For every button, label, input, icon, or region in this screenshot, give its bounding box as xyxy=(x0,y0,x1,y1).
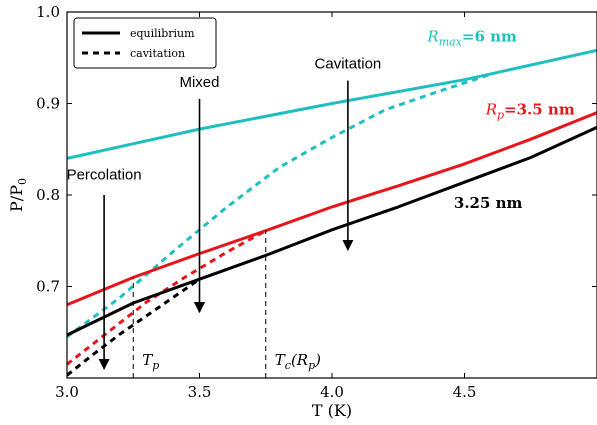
x-tick-label: 4.0 xyxy=(320,383,344,401)
series-line-r325-dashed xyxy=(67,277,201,377)
vline-label-tp: Tp xyxy=(142,351,159,372)
x-tick-label: 3.5 xyxy=(188,383,212,401)
y-axis-label: P/P0 xyxy=(7,178,29,212)
plot-area xyxy=(67,48,597,377)
series-line-r6-solid xyxy=(67,48,597,160)
axes: 3.0 3.5 4.0 4.5 0.7 0.8 0.9 1.0 T (K) P/P0 xyxy=(7,3,597,420)
curve-label-r325: 3.25 nm xyxy=(454,194,523,212)
annotation-cavitation: Cavitation xyxy=(315,56,382,73)
curve-label-r6: Rmax=6 nm xyxy=(426,27,517,48)
y-tick-label: 0.8 xyxy=(36,186,60,204)
x-tick-label: 4.5 xyxy=(453,383,477,401)
legend-box xyxy=(73,17,217,69)
vline-label-tc: Tc(Rp) xyxy=(275,351,321,372)
y-tick-label: 0.7 xyxy=(36,278,60,296)
y-tick-label: 1.0 xyxy=(36,3,60,21)
y-tick-label: 0.9 xyxy=(36,95,60,113)
legend-label-solid: equilibrium xyxy=(130,27,195,40)
series-line-r325-solid xyxy=(67,125,597,337)
series-line-r35-solid xyxy=(67,111,597,307)
x-tick-label: 3.0 xyxy=(55,383,79,401)
annotation-percolation: Percolation xyxy=(67,166,142,183)
legend-label-dashed: cavitation xyxy=(130,47,185,60)
series-line-r6-dashed xyxy=(67,72,492,339)
curve-label-r35: Rp=3.5 nm xyxy=(485,100,575,121)
annotations: Tp Tc(Rp) Percolation Mixed Cavitation Rmax=6… xyxy=(67,27,575,378)
series-line-r35-dashed xyxy=(67,229,267,366)
annotation-mixed: Mixed xyxy=(179,74,219,91)
x-axis-label: T (K) xyxy=(312,401,352,420)
legend: equilibrium cavitation xyxy=(73,17,217,69)
